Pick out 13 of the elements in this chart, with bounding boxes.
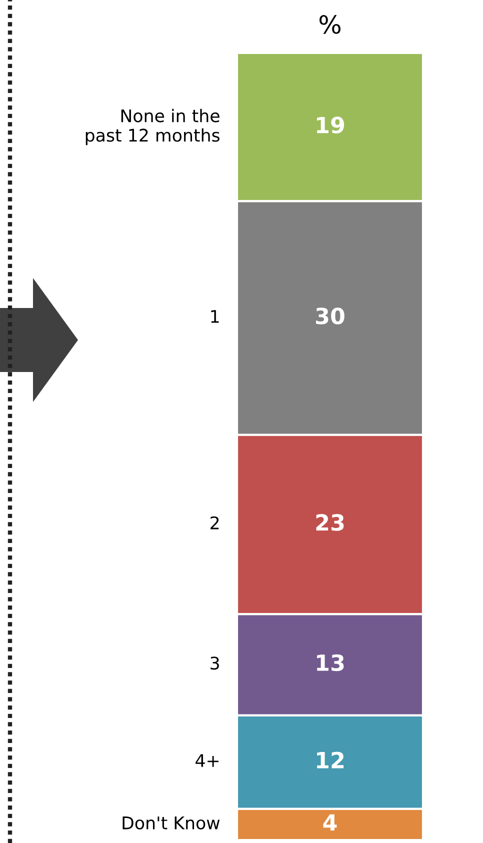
data-label: 13: [317, 654, 344, 672]
series-label: 4+: [196, 754, 218, 767]
data-label: 4: [323, 814, 337, 831]
series-label: 2: [210, 516, 219, 530]
data-label: 12: [317, 752, 344, 768]
series-label: None in the past 12 months: [86, 108, 220, 146]
series-label: Don't Know: [122, 816, 220, 830]
series-label: 1: [211, 310, 219, 323]
series-label: 3: [210, 656, 219, 670]
chart-title: %: [320, 15, 340, 34]
data-label: 23: [316, 514, 344, 531]
data-label: 19: [317, 116, 344, 134]
data-label: 30: [316, 308, 344, 324]
